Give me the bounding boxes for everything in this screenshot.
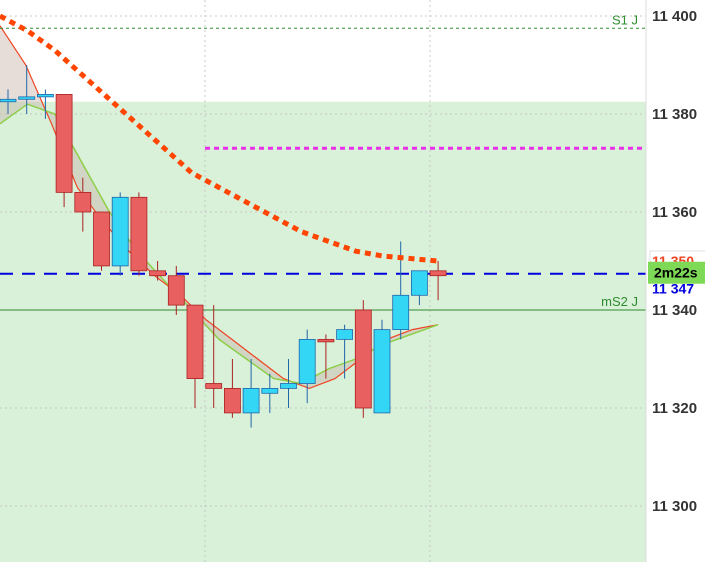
candle-body (354, 309, 372, 409)
grid (0, 0, 646, 562)
candle-body (93, 211, 110, 267)
green-zone (0, 101, 646, 562)
candle-body (167, 275, 185, 306)
candle-body (298, 338, 316, 384)
level-label: S1 J (612, 12, 638, 27)
candle-body (373, 329, 391, 414)
countdown-label: 2m22s (654, 265, 698, 281)
candle-body (242, 387, 260, 414)
candle-body (392, 294, 410, 330)
green-zone-rect (0, 101, 646, 562)
current-price-label: 11 347 (652, 281, 694, 297)
candle-body (55, 94, 73, 193)
candle-body (0, 98, 17, 103)
candle-body (410, 270, 428, 296)
candle-body (111, 196, 129, 267)
candle-body (18, 96, 36, 100)
level-label: mS2 J (601, 294, 638, 309)
price-axis: 11 400 11 380 11 360 11 340 11 320 11 300 11 3… (645, 0, 705, 562)
candle-body (37, 94, 54, 98)
tick-label: 11 400 (652, 8, 697, 25)
moving-average (0, 13, 439, 264)
candle-body (280, 383, 297, 389)
candle-body (74, 191, 92, 213)
candle-body (261, 387, 279, 394)
tick-label: 11 300 (652, 498, 697, 515)
candle-body (130, 196, 148, 272)
candle-body (149, 270, 167, 277)
candle-body (223, 387, 241, 414)
candles (0, 65, 447, 428)
tick-label: 11 360 (652, 204, 697, 221)
tick-label: 11 380 (652, 106, 697, 123)
candle-body (317, 338, 335, 343)
candle-body (205, 383, 223, 389)
tick-label: 11 320 (652, 400, 697, 417)
candle-body (336, 329, 354, 340)
candle-body (429, 270, 447, 277)
tick-label: 11 340 (652, 302, 697, 319)
moving-average-line (0, 13, 439, 264)
level-lines: S1 J mS2 J (0, 12, 646, 311)
candle-body (186, 304, 204, 380)
countdown-box (648, 261, 705, 284)
